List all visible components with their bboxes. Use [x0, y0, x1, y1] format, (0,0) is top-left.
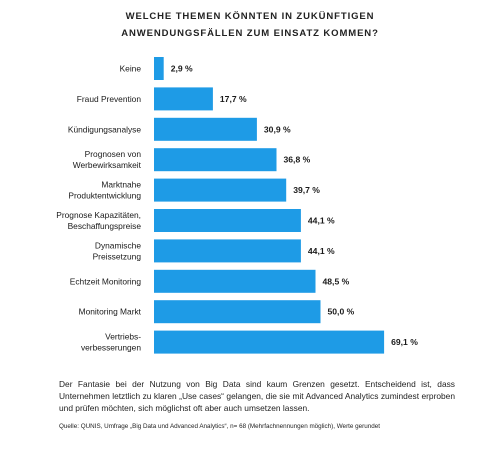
bar — [154, 117, 257, 141]
bar — [154, 57, 164, 80]
category-label: Dynamische Preissetzung — [93, 240, 142, 261]
category-label: Fraud Prevention — [77, 94, 142, 104]
bar — [154, 239, 301, 263]
bar — [154, 148, 277, 172]
value-label: 36,8 % — [284, 155, 311, 165]
category-label: Prognosen von Werbewirksamkeit — [73, 149, 142, 170]
chart-title: WELCHE THEMEN KÖNNTEN IN ZUKÜNFTIGEN ANW… — [0, 8, 500, 42]
chart-title-line-2: ANWENDUNGSFÄLLEN ZUM EINSATZ KOMMEN? — [121, 28, 379, 39]
bar — [154, 178, 287, 202]
value-label: 48,5 % — [323, 276, 350, 286]
category-label: Vertriebs-verbesserungen — [81, 332, 141, 353]
chart-description: Der Fantasie bei der Nutzung von Big Dat… — [59, 379, 455, 413]
bar-chart: 2,9 % Keine 17,7 % Fraud Prevention 30,9 % Kü… — [56, 57, 418, 354]
value-label: 50,0 % — [328, 307, 355, 317]
category-label: Monitoring Markt — [79, 307, 142, 317]
category-label: Echtzeit Monitoring — [70, 276, 142, 286]
bar — [154, 87, 213, 111]
value-label: 17,7 % — [220, 94, 247, 104]
chart-title-line-1: WELCHE THEMEN KÖNNTEN IN ZUKÜNFTIGEN — [125, 11, 375, 22]
bar — [154, 300, 321, 324]
source-note: Quelle: QUNIS, Umfrage „Big Data und Adv… — [59, 423, 381, 430]
value-label: 2,9 % — [171, 64, 193, 74]
value-label: 44,1 % — [308, 216, 335, 226]
category-label: Marktnahe Produktentwicklung — [68, 180, 141, 201]
bar — [154, 330, 385, 354]
value-label: 30,9 % — [264, 124, 291, 134]
category-label: Kündigungsanalyse — [68, 124, 141, 134]
category-label: Keine — [120, 64, 142, 74]
bar — [154, 209, 301, 232]
value-label: 69,1 % — [391, 337, 418, 347]
bar — [154, 269, 316, 293]
value-label: 44,1 % — [308, 246, 335, 256]
category-label: Prognose Kapazitäten, Beschaffungspreise — [56, 210, 141, 231]
value-label: 39,7 % — [293, 185, 320, 195]
